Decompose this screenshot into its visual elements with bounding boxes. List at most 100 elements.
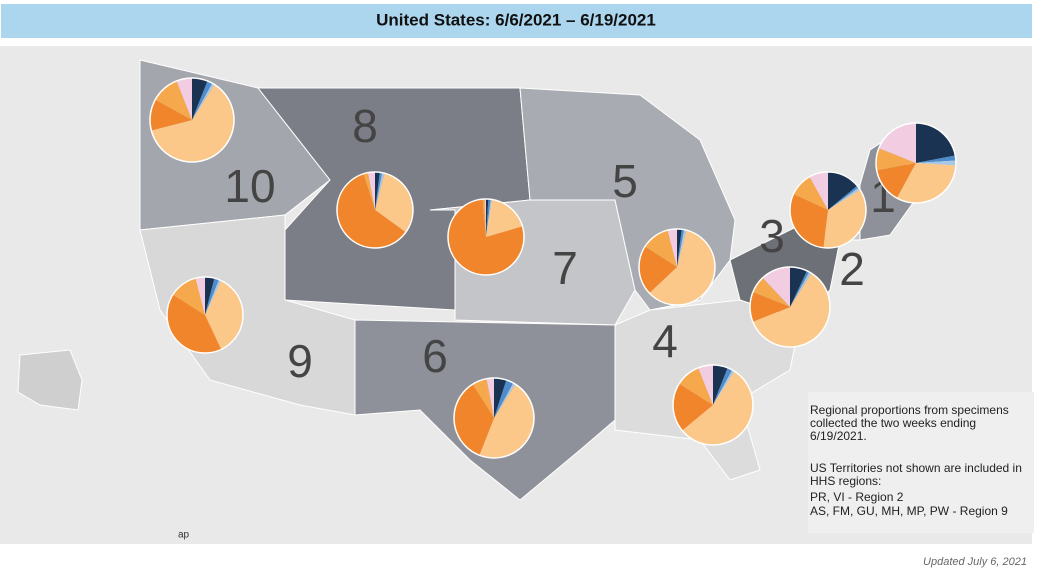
map-credit: ap [178,530,190,541]
note-box [808,392,1034,533]
pie-slice [337,173,406,248]
pie-slice [375,173,414,233]
pie-outline [336,171,414,249]
pie-slice [205,277,215,315]
pie [638,228,716,306]
pie-slice [151,84,234,162]
pie [875,122,957,204]
region-label: 10 [224,160,275,212]
pie-slice [482,199,486,237]
pie-slice [713,369,735,405]
region-label: 3 [759,210,785,262]
region-label: 7 [552,242,578,294]
pie-slice [447,199,524,275]
note-line: 6/19/2021. [810,429,867,443]
pie-slice [363,172,375,210]
pie-slice [878,122,916,163]
pie-slice [192,83,215,120]
pie-slice [486,199,492,237]
pie [149,77,235,163]
pie-slice [916,160,956,166]
pie-slice [876,148,916,171]
pie-outline [789,171,867,249]
pie-outline [672,364,754,446]
pie-slice [679,367,713,405]
pie-slice [375,172,383,210]
pie [336,171,414,249]
pie [789,171,867,249]
pie [749,266,831,348]
pie-slice [790,270,810,307]
pie-slice [367,172,375,210]
title: United States: 6/6/2021 – 6/19/2021 [376,10,656,29]
pie-slice [176,78,192,120]
pie-slice [828,172,858,210]
pie [672,364,754,446]
pie-slice [649,230,715,305]
pie-outline [875,122,957,204]
pie-slice [682,371,754,446]
pie-slice [828,187,861,210]
pie-slice [790,271,812,307]
note-line: PR, VI - Region 2 [810,490,904,504]
pie-slice [205,278,219,315]
pie-slice [172,278,205,315]
pie-slice [472,378,494,418]
pie [166,276,244,354]
pie-slice [809,172,828,210]
pie-slice [713,367,733,405]
pie-slice [752,273,831,348]
pie-slice [673,383,713,431]
pie-slice [644,230,677,267]
pie-slice [486,378,494,418]
alaska [17,349,83,411]
pie-outline [447,198,525,276]
region-label: 8 [352,100,378,152]
pie-slice [205,279,222,315]
pie-slice [494,379,514,418]
region-label: 4 [652,315,678,367]
pie-slice [375,172,385,210]
note-line: US Territories not shown are included in [810,461,1022,475]
pie-slice [828,185,859,210]
pie [447,198,525,276]
region-label: 9 [287,335,313,387]
pie-slice [192,78,208,120]
pie-slice [677,229,682,267]
pie-outline [166,276,244,354]
pie-slice [916,155,956,163]
pie-slice [486,199,491,237]
pie-slice [192,80,213,120]
pie-outline [453,377,535,459]
pie-slice [823,189,867,248]
pie-outline [749,266,831,348]
region-label: 2 [839,243,865,295]
pie-slice [916,123,956,163]
pie-slice [762,267,790,307]
note-line: AS, FM, GU, MH, MP, PW - Region 9 [810,504,1008,518]
pie-slice [793,176,828,210]
pie-slice [494,382,516,418]
region-label: 6 [422,330,448,382]
region-label: 5 [612,155,638,207]
pie-slice [750,292,790,322]
note-line: Regional proportions from specimens [810,403,1009,417]
pie-slice [752,277,790,307]
pie-slice [639,246,677,294]
pie [453,377,535,459]
pie-outline [149,77,235,163]
pie-slice [790,267,808,307]
pie-slice [484,199,486,237]
pie-slice [896,163,956,203]
pie-slice [486,199,523,237]
pie-slice [677,229,685,267]
pie-slice [195,277,205,315]
pie-slice [677,229,687,267]
footer: Updated July 6, 2021 [923,556,1027,568]
header-bar [1,4,1032,38]
pie-slice [667,229,677,267]
pie-slice [150,99,192,131]
pie-slice [454,384,494,456]
pie-outline [638,228,716,306]
